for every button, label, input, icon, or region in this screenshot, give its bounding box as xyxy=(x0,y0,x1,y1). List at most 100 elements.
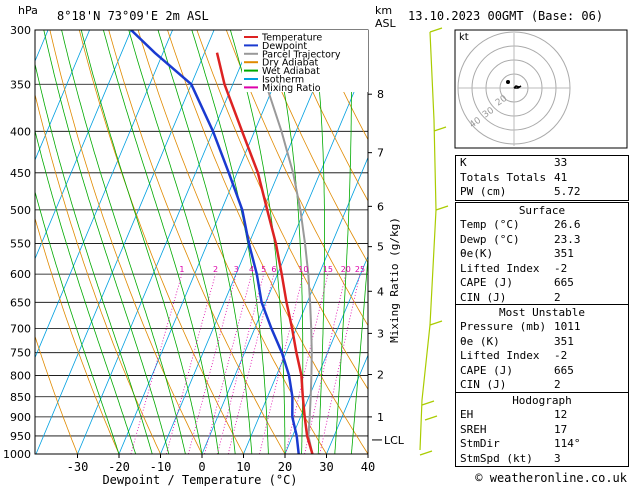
surface-title: Surface xyxy=(518,204,566,217)
dry-adiabat xyxy=(196,30,368,390)
table-row: CIN (J) 2 xyxy=(456,378,628,393)
km-tick-label: 6 xyxy=(377,200,384,213)
wet-adiabat xyxy=(334,30,352,454)
location-title: 8°18'N 73°09'E 2m ASL xyxy=(57,9,209,23)
hodograph-table: Hodograph EH 12 SREH 17 StmDir 114° StmSpd (kt… xyxy=(455,392,629,467)
row-value: 351 xyxy=(554,334,574,348)
table-row: Temp (°C) 26.6 xyxy=(456,218,628,233)
copyright: © weatheronline.co.uk xyxy=(475,471,627,485)
asl-label: ASL xyxy=(375,17,397,30)
legend-box xyxy=(242,30,368,92)
table-row: CAPE (J) 665 xyxy=(456,276,628,291)
dry-adiabat xyxy=(225,30,368,327)
km-tick-label: 1 xyxy=(377,411,384,424)
row-label: θe (K) xyxy=(460,334,500,348)
pressure-tick-label: 450 xyxy=(10,167,31,180)
row-label: SREH xyxy=(460,422,487,436)
wind-barb xyxy=(433,126,447,132)
isotherm xyxy=(35,30,215,454)
row-label: StmSpd (kt) xyxy=(460,451,533,465)
row-value: -2 xyxy=(554,261,568,275)
table-row: CIN (J) 2 xyxy=(456,291,628,306)
axes: 3003504004505005506006507007508008509009… xyxy=(3,24,405,474)
table-row: Lifted Index -2 xyxy=(456,349,628,364)
km-tick-label: 2 xyxy=(377,369,384,382)
dewpoint-line xyxy=(130,30,300,454)
isotherm xyxy=(0,30,7,454)
row-value: 114° xyxy=(554,437,581,450)
mixing-ratio-line xyxy=(130,273,183,454)
parcel-trajectory-line xyxy=(265,83,314,454)
hodograph-unit: kt xyxy=(459,32,469,43)
mixing-ratio-label: 20 xyxy=(341,265,351,274)
pressure-tick-label: 300 xyxy=(10,24,31,37)
pressure-tick-label: 350 xyxy=(10,78,31,91)
row-label: CAPE (J) xyxy=(460,276,513,289)
table-row: K 33 xyxy=(456,156,628,171)
isotherm xyxy=(35,30,90,161)
wind-barb xyxy=(429,320,443,326)
wind-barb xyxy=(424,415,438,421)
pressure-tick-label: 600 xyxy=(10,268,31,281)
isotherm xyxy=(284,255,368,454)
wet-adiabat xyxy=(35,62,153,454)
isotherm xyxy=(201,57,368,454)
sounding-profiles xyxy=(130,30,314,454)
wind-barb xyxy=(421,400,435,406)
mixing-ratio-label: 10 xyxy=(298,265,308,274)
row-value: 17 xyxy=(554,422,568,436)
row-value: 33 xyxy=(554,156,568,169)
mixing-ratio-line xyxy=(166,273,216,454)
row-label: Lifted Index xyxy=(460,349,540,362)
row-label: CAPE (J) xyxy=(460,363,513,377)
temperature-tick-label: 40 xyxy=(361,460,375,474)
table-row: PW (cm) 5.72 xyxy=(456,185,628,200)
mixing-ratio-label: 4 xyxy=(249,265,254,274)
mixing-ratio-line xyxy=(304,274,347,454)
row-label: θe(K) xyxy=(460,247,494,260)
wind-barb xyxy=(429,27,443,33)
row-value: 26.6 xyxy=(554,218,581,231)
km-tick-label: 5 xyxy=(377,241,384,254)
temperature-tick-label: 0 xyxy=(198,460,205,474)
mixing-ratio-axis-label: Mixing Ratio (g/kg) xyxy=(388,217,401,343)
pressure-tick-label: 900 xyxy=(10,411,31,424)
table-row: Dewp (°C) 23.3 xyxy=(456,233,628,248)
mixing-ratio-line xyxy=(204,273,252,454)
mixing-ratio-line xyxy=(217,273,265,454)
table-row: θe (K) 351 xyxy=(456,335,628,350)
mixing-ratio-label: 15 xyxy=(323,265,333,274)
isotherm xyxy=(243,156,368,454)
wet-adiabat xyxy=(157,30,253,454)
row-value: -2 xyxy=(554,349,568,362)
lcl-label: LCL xyxy=(384,434,405,447)
diagram-background-lines xyxy=(0,30,368,454)
pressure-tick-label: 400 xyxy=(10,125,31,138)
dry-adiabat xyxy=(255,30,368,264)
temperature-tick-label: 20 xyxy=(278,460,292,474)
table-row: θe(K) 351 xyxy=(456,247,628,262)
wet-adiabat xyxy=(312,30,325,454)
km-tick-label: 4 xyxy=(377,285,384,298)
row-value: 1011 xyxy=(554,320,581,333)
pressure-tick-label: 650 xyxy=(10,296,31,309)
temperature-tick-label: -20 xyxy=(108,460,130,474)
wind-profile xyxy=(419,27,449,456)
legend-entry: Dry Adiabat xyxy=(262,58,319,69)
pressure-tick-label: 750 xyxy=(10,347,31,360)
row-label: CIN (J) xyxy=(460,290,507,304)
mixing-ratio-label: 3 xyxy=(234,265,239,274)
legend-entry: Isotherm xyxy=(262,75,304,86)
temperature-tick-label: 30 xyxy=(319,460,333,474)
km-tick-label: 7 xyxy=(377,147,384,160)
mixing-ratio-label: 25 xyxy=(355,265,365,274)
legend-entry: Mixing Ratio xyxy=(262,83,321,94)
row-value: 23.3 xyxy=(554,232,581,246)
temperature-tick-label: -10 xyxy=(150,460,172,474)
table-row: StmDir 114° xyxy=(456,437,628,452)
dry-adiabat xyxy=(167,30,368,454)
surface-table: Surface Temp (°C) 26.6 Dewp (°C) 23.3 θe(K) 3… xyxy=(455,202,629,306)
wet-adiabat xyxy=(271,30,304,454)
table-row: CAPE (J) 665 xyxy=(456,364,628,379)
table-row: Pressure (mb) 1011 xyxy=(456,320,628,335)
